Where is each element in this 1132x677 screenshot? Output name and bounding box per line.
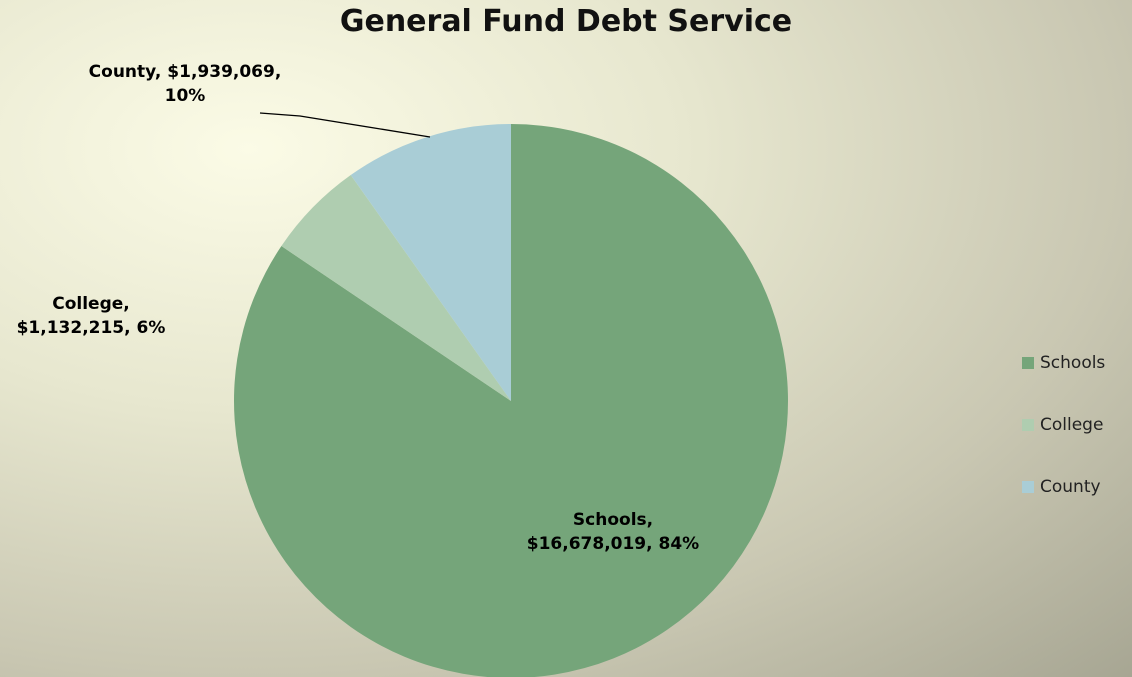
data-label-college: College, $1,132,215, 6% bbox=[0, 292, 182, 340]
county-leader-line bbox=[259, 112, 431, 138]
legend-label-schools: Schools bbox=[1040, 353, 1106, 373]
data-label-schools-line1: Schools, bbox=[572, 510, 654, 530]
pie-slice-schools bbox=[234, 124, 788, 677]
pie-slice-county bbox=[350, 124, 511, 401]
legend-swatch-schools bbox=[1022, 357, 1034, 369]
legend-label-county: County bbox=[1040, 477, 1101, 497]
data-label-county-line2: 10% bbox=[164, 86, 206, 106]
legend-swatch-county bbox=[1022, 481, 1034, 493]
data-label-county: County, $1,939,069, 10% bbox=[60, 60, 310, 108]
pie-slice-college bbox=[281, 175, 511, 401]
data-label-schools: Schools, $16,678,019, 84% bbox=[480, 508, 746, 556]
data-label-schools-line2: $16,678,019, 84% bbox=[526, 534, 700, 554]
legend-item-schools: Schools bbox=[1022, 332, 1105, 394]
legend-item-county: County bbox=[1022, 456, 1105, 518]
data-label-college-line1: College, bbox=[52, 294, 130, 314]
chart-title: General Fund Debt Service bbox=[339, 4, 793, 39]
data-label-county-line1: County, $1,939,069, bbox=[88, 62, 282, 82]
legend-item-college: College bbox=[1022, 394, 1105, 456]
legend-label-college: College bbox=[1040, 415, 1104, 435]
legend: Schools College County bbox=[1022, 332, 1105, 518]
data-label-college-line2: $1,132,215, 6% bbox=[16, 318, 166, 338]
legend-swatch-college bbox=[1022, 419, 1034, 431]
